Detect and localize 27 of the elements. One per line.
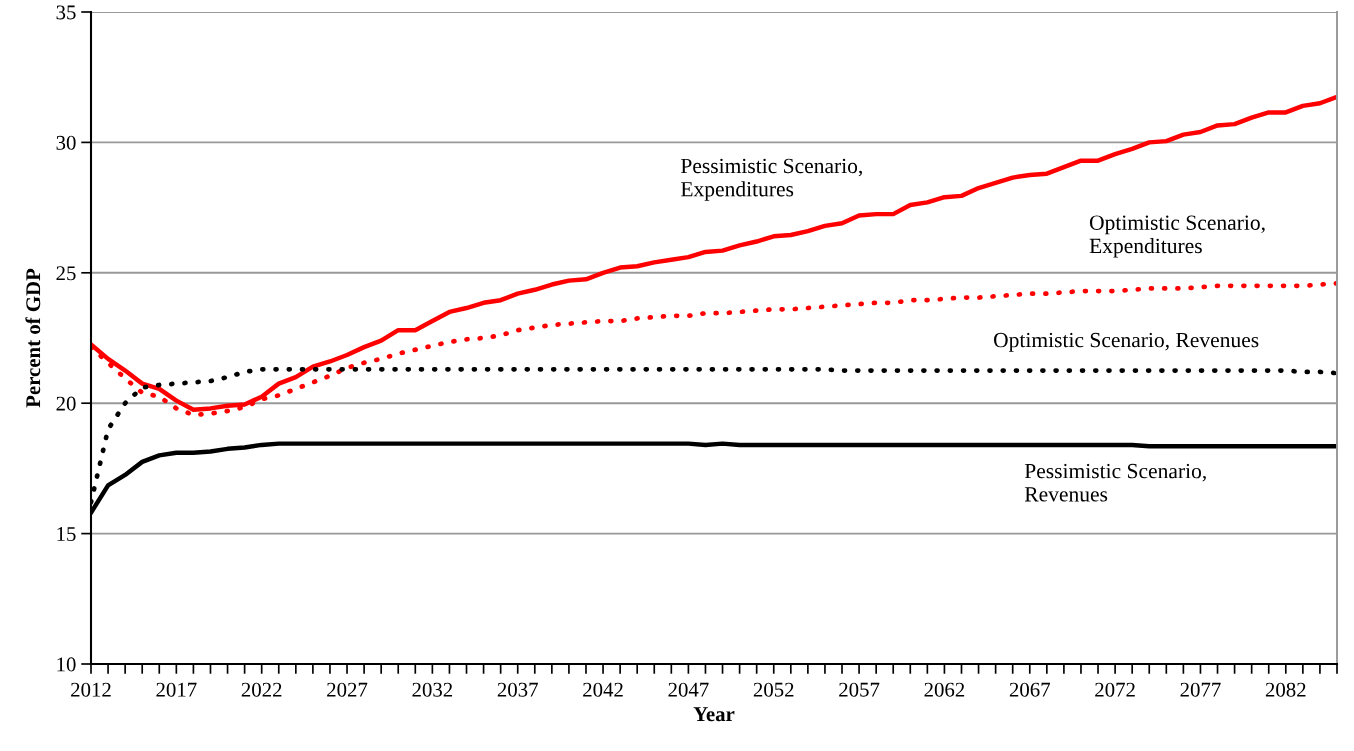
x-tick-label: 2012 xyxy=(71,682,111,697)
y-tick-label: 35 xyxy=(56,5,76,20)
y-tick-label: 20 xyxy=(56,396,76,411)
x-tick-label: 2022 xyxy=(241,682,282,697)
series-label: Optimistic Scenario, Revenues xyxy=(993,332,1259,352)
x-tick-label: 2037 xyxy=(497,682,538,697)
x-tick-label: 2017 xyxy=(156,682,197,697)
y-tick-label: 15 xyxy=(57,527,76,542)
x-tick-label: 2072 xyxy=(1095,682,1135,697)
series-label: Pessimistic Scenario, Expenditures xyxy=(680,158,862,201)
y-tick-label: 30 xyxy=(56,135,76,150)
x-tick-label: 2057 xyxy=(839,682,880,697)
series-label: Optimistic Scenario, Expenditures xyxy=(1089,215,1265,258)
x-tick-label: 2082 xyxy=(1265,682,1306,697)
y-axis-title: Percent of GDP xyxy=(25,268,41,408)
series-label: Pessimistic Scenario, Revenues xyxy=(1024,463,1206,502)
x-tick-label: 2042 xyxy=(583,682,623,697)
x-tick-label: 2027 xyxy=(327,682,368,697)
y-tick-label: 10 xyxy=(57,657,76,672)
x-tick-label: 2067 xyxy=(1009,682,1050,697)
x-tick-label: 2077 xyxy=(1180,682,1221,697)
x-tick-label: 2052 xyxy=(753,682,794,697)
x-tick-label: 2032 xyxy=(412,682,453,697)
x-tick-label: 2047 xyxy=(668,682,709,697)
y-tick-label: 25 xyxy=(56,266,76,281)
x-axis-title: Year xyxy=(693,707,735,722)
x-tick-label: 2062 xyxy=(924,682,965,697)
